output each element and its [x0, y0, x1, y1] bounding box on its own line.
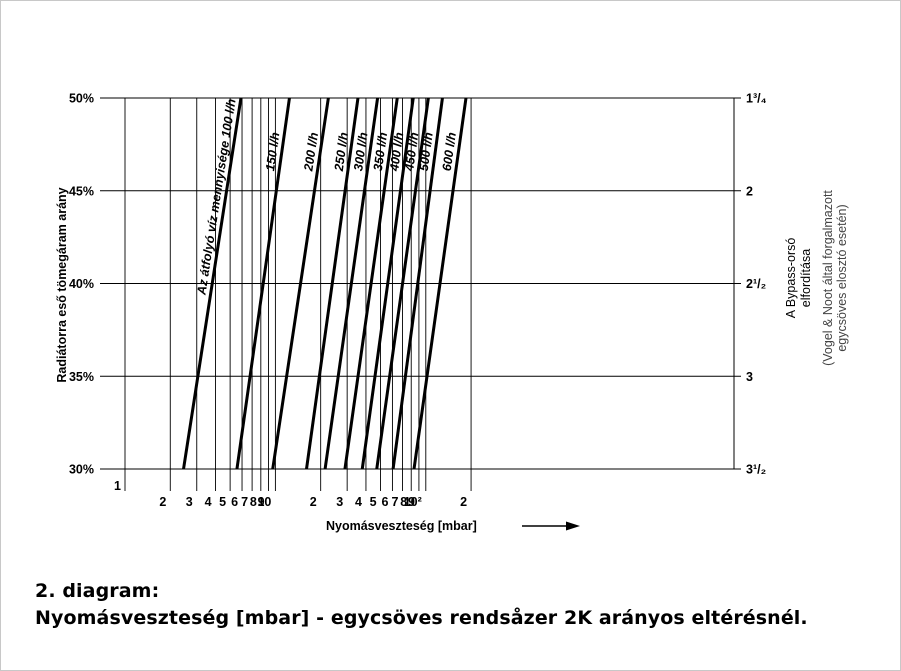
- flow-line: [305, 97, 360, 470]
- y-tick-label: 30%: [69, 463, 94, 477]
- y-tick-label: 45%: [69, 184, 94, 198]
- right-axis-label-line-4: egycsöves elosztó esetén): [835, 204, 849, 351]
- caption-title: 2. diagram:: [35, 580, 160, 602]
- x-tick-label: 1: [114, 479, 121, 493]
- series-label: 250 l/h: [332, 131, 351, 173]
- x-tick-label: 9: [258, 495, 265, 509]
- grid: [100, 97, 741, 491]
- x-tick-label: 3: [336, 495, 343, 509]
- series-label: 450 l/h: [402, 131, 421, 173]
- x-tick-label: 2: [310, 495, 317, 509]
- x-tick-label: 2: [159, 495, 166, 509]
- x-tick-label: 7: [241, 495, 248, 509]
- x-axis-arrow-head: [566, 521, 580, 531]
- flow-line: [375, 97, 430, 470]
- flow-line: [412, 97, 468, 470]
- y-axis-label: Radiátorra eső tömegáram arány: [55, 187, 69, 382]
- y-tick-label: 50%: [69, 92, 94, 106]
- flow-line: [235, 97, 291, 470]
- flow-lines: [182, 97, 468, 470]
- x-tick-label: 7: [392, 495, 399, 509]
- right-tick-label: 3: [746, 370, 753, 384]
- series-label: 400 l/h: [387, 131, 406, 173]
- right-tick-label: 2¹/₂: [746, 277, 766, 291]
- series-label: 600 l/h: [440, 131, 459, 172]
- y-tick-label: 35%: [69, 370, 94, 384]
- x-tick-label: 4: [355, 495, 362, 509]
- x-tick-label: 10: [257, 495, 271, 509]
- x-tick-label: 6: [231, 495, 238, 509]
- x-axis-label-group: Nyomásveszteség [mbar]: [326, 519, 580, 533]
- series-label: 300 l/h: [351, 131, 370, 172]
- series-label: Az átfolyó víz mennyisége 100 l/h: [194, 98, 238, 297]
- series-label: 350 l/h: [371, 131, 390, 172]
- x-tick-label: 8: [400, 495, 407, 509]
- x-tick-label: 8: [250, 495, 257, 509]
- flow-line: [343, 97, 399, 470]
- caption-text: Nyomásveszteség [mbar] - egycsöves rends…: [35, 607, 808, 629]
- x-tick-label: 2: [460, 495, 467, 509]
- x-tick-label: 3: [186, 495, 193, 509]
- x-tick-label: 9: [408, 495, 415, 509]
- right-axis-label-line-1: A Bypass-orsó: [784, 238, 798, 319]
- x-tick-label: 5: [219, 495, 226, 509]
- right-tick-label: 1³/₄: [746, 92, 767, 106]
- right-axis-label: A Bypass-orsó elfordítása (Vogel & Noot …: [784, 190, 849, 366]
- x-tick-label: 5: [370, 495, 377, 509]
- x-axis-label: Nyomásveszteség [mbar]: [326, 519, 477, 533]
- right-tick-label: 3¹/₂: [746, 463, 766, 477]
- x-tick-label: 6: [381, 495, 388, 509]
- right-axis-label-line-2: elfordítása: [799, 249, 813, 307]
- flow-line: [391, 97, 444, 470]
- flow-line: [323, 97, 380, 470]
- y-tick-label: 40%: [69, 277, 94, 291]
- x-tick-label: 4: [205, 495, 212, 509]
- flow-line: [182, 97, 243, 470]
- series-label: 500 l/h: [417, 131, 436, 172]
- flow-line: [360, 97, 415, 470]
- series-label: 150 l/h: [263, 131, 282, 172]
- right-axis-label-line-3: (Vogel & Noot által forgalmazott: [821, 190, 835, 366]
- x-tick-label: 10²: [404, 495, 422, 509]
- flow-line: [271, 97, 330, 470]
- right-tick-label: 2: [746, 184, 753, 198]
- series-label: 200 l/h: [301, 131, 321, 173]
